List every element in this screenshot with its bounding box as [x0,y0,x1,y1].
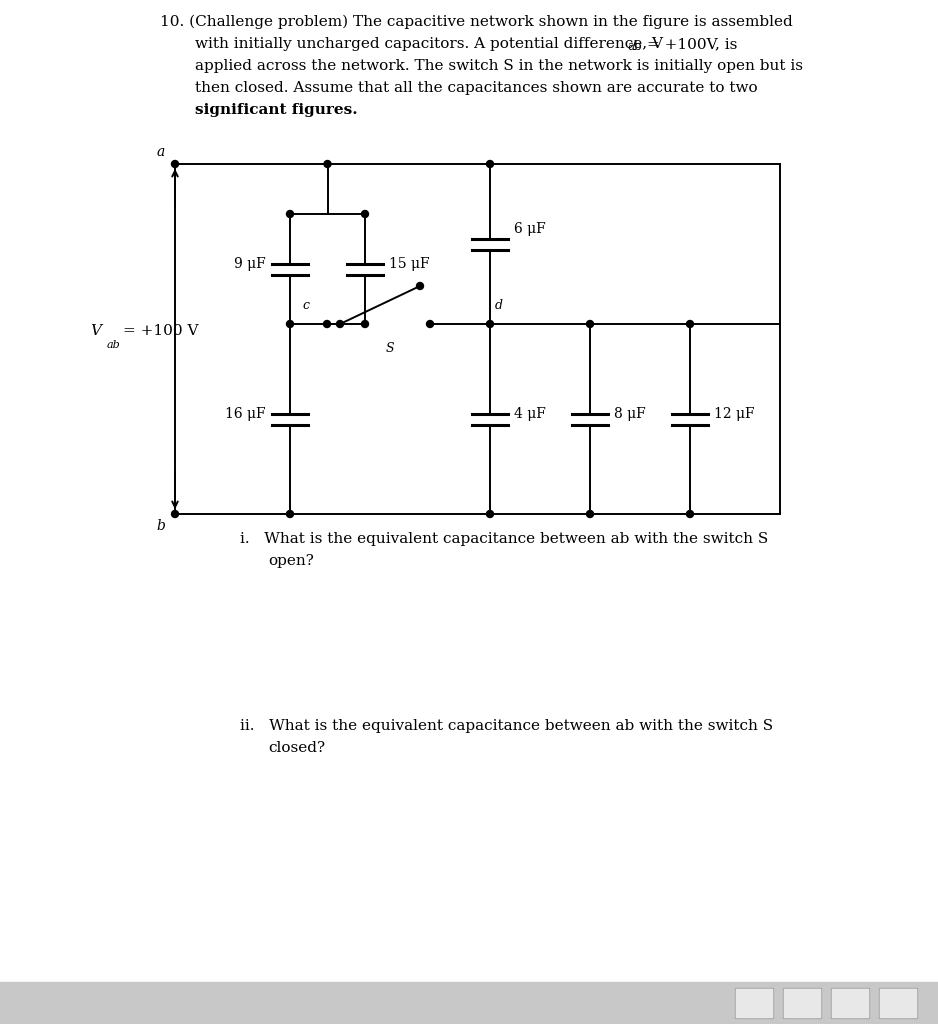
Bar [0,982,938,1024]
Circle shape [487,161,493,168]
Circle shape [416,283,423,290]
Bar [880,989,916,1017]
Text: S: S [386,342,394,355]
Circle shape [324,321,330,328]
Bar [831,988,869,1018]
Text: i.   What is the equivalent capacitance between ab with the switch S: i. What is the equivalent capacitance be… [240,532,768,546]
Text: 15 μF: 15 μF [389,257,430,271]
Circle shape [487,511,493,517]
Text: ab: ab [627,40,642,53]
Circle shape [586,321,594,328]
Circle shape [172,511,178,517]
Text: = +100V, is: = +100V, is [647,37,737,51]
Text: applied across the network. The switch S in the network is initially open but is: applied across the network. The switch S… [195,59,803,73]
Circle shape [687,321,693,328]
Bar [736,989,772,1017]
Circle shape [337,321,343,328]
Text: d: d [495,299,503,312]
Circle shape [586,511,594,517]
Text: then closed. Assume that all the capacitances shown are accurate to two: then closed. Assume that all the capacit… [195,81,758,95]
Text: closed?: closed? [268,741,325,755]
Circle shape [172,161,178,168]
Text: ab: ab [107,340,121,350]
Text: b: b [156,519,165,534]
Text: with initially uncharged capacitors. A potential difference, V: with initially uncharged capacitors. A p… [195,37,663,51]
Bar [783,988,821,1018]
Text: 16 μF: 16 μF [225,407,266,421]
Text: c: c [302,299,309,312]
Text: V: V [90,324,101,338]
Circle shape [361,321,369,328]
Circle shape [286,511,294,517]
Circle shape [687,511,693,517]
Bar [879,988,917,1018]
Text: 8 μF: 8 μF [614,407,645,421]
Circle shape [427,321,433,328]
Text: ii.   What is the equivalent capacitance between ab with the switch S: ii. What is the equivalent capacitance b… [240,719,773,733]
Bar [784,989,820,1017]
Text: 12 μF: 12 μF [714,407,755,421]
Text: = +100 V: = +100 V [123,324,199,338]
Bar [832,989,868,1017]
Text: 4 μF: 4 μF [514,407,546,421]
Text: 6 μF: 6 μF [514,222,546,236]
Text: open?: open? [268,554,314,568]
Text: 9 μF: 9 μF [234,257,266,271]
Text: a: a [157,145,165,159]
Circle shape [286,211,294,217]
Bar [735,988,773,1018]
Circle shape [487,321,493,328]
Text: significant figures.: significant figures. [195,103,357,117]
Circle shape [286,321,294,328]
Circle shape [324,161,331,168]
Circle shape [361,211,369,217]
Text: 10. (Challenge problem) The capacitive network shown in the figure is assembled: 10. (Challenge problem) The capacitive n… [160,15,793,30]
